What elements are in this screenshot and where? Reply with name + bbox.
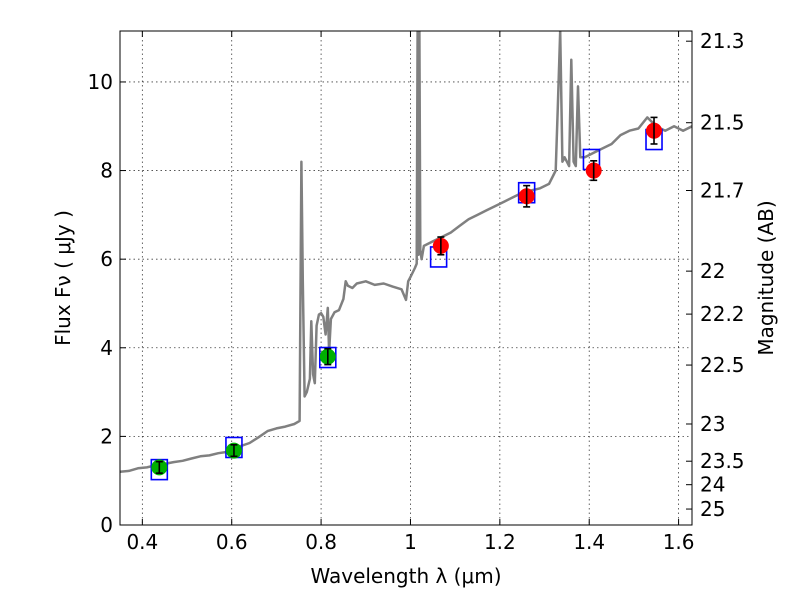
- x-tick-label: 1.6: [663, 530, 695, 554]
- right-axis-title: Magnitude (AB): [754, 200, 778, 355]
- y-tick-label: 8: [100, 159, 113, 183]
- spectrum-line: [120, 31, 692, 474]
- x-tick-label: 1: [404, 530, 417, 554]
- x-tick-label: 1.4: [573, 530, 605, 554]
- right-tick-label: 25: [700, 497, 725, 521]
- right-tick-label: 22.2: [700, 302, 745, 326]
- right-tick-label: 23.5: [700, 449, 745, 473]
- right-tick-label: 24: [700, 473, 725, 497]
- right-tick-label: 23: [700, 412, 725, 436]
- x-tick-label: 0.8: [305, 530, 337, 554]
- x-tick-label: 1.2: [484, 530, 516, 554]
- x-axis-title: Wavelength λ (μm): [310, 564, 501, 588]
- y-tick-label: 6: [100, 247, 113, 271]
- right-tick-label: 22.5: [700, 353, 745, 377]
- right-tick-label: 21.7: [700, 178, 745, 202]
- model-photometry-marker: [318, 346, 337, 369]
- right-tick-label: 21.3: [700, 29, 745, 53]
- series-layer: [120, 31, 692, 481]
- plot-frame: [119, 30, 693, 526]
- y-tick-label: 4: [100, 336, 113, 360]
- x-tick-label: 0.6: [216, 530, 248, 554]
- y-axis-title: Flux Fν ( μJy ): [51, 210, 75, 346]
- grid: [120, 31, 692, 525]
- axis-layer: 0.4 0.6 0.8 1 1.2 1.4 1.6024681021.321.521.722…: [88, 29, 745, 554]
- x-tick-label: 0.4: [126, 530, 158, 554]
- y-tick-label: 10: [88, 70, 113, 94]
- y-tick-label: 0: [100, 513, 113, 537]
- right-tick-label: 22: [700, 259, 725, 283]
- right-tick-label: 21.5: [700, 111, 745, 135]
- y-tick-label: 2: [100, 424, 113, 448]
